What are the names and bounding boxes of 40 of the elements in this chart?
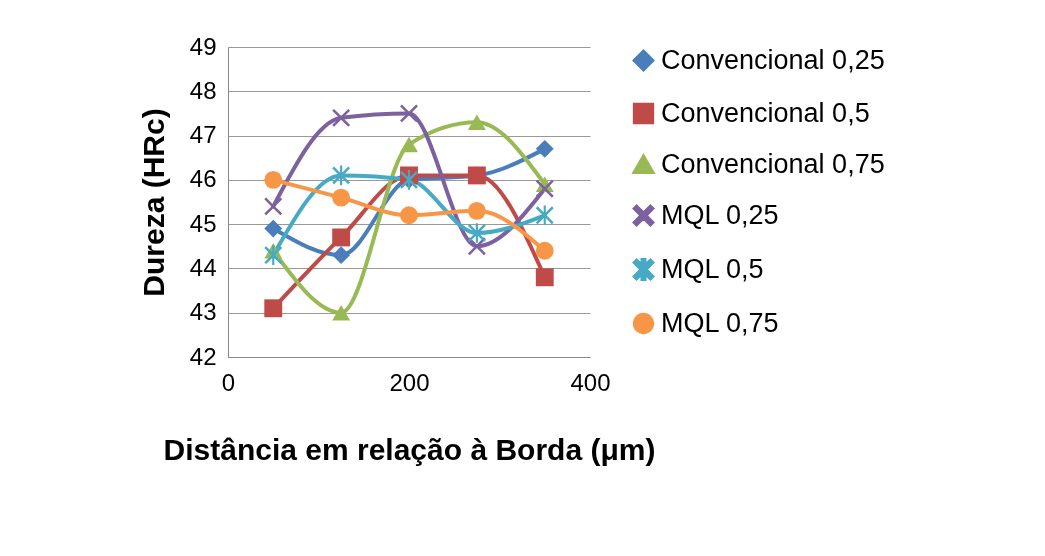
x-tick-label: 200: [389, 368, 430, 396]
point: [264, 170, 283, 189]
legend-label: Convencional 0,75: [661, 148, 885, 179]
point: [332, 228, 351, 247]
point: [400, 136, 418, 153]
y-tick-label: 48: [189, 76, 217, 104]
point: [535, 268, 554, 287]
point: [264, 299, 283, 318]
legend-label: MQL 0,5: [661, 253, 764, 284]
point: [332, 108, 351, 127]
x-axis-title: Distância em relação à Borda (μm): [163, 432, 656, 466]
y-tick-label: 42: [189, 342, 217, 370]
y-axis-title: Dureza (HRc): [136, 108, 170, 297]
point: [400, 206, 418, 225]
y-tick-label: 44: [189, 253, 217, 281]
y-tick-label: 43: [189, 298, 217, 326]
point: [535, 179, 554, 198]
point: [467, 201, 486, 220]
point: [332, 165, 351, 186]
legend-label: Convencional 0,5: [661, 97, 870, 128]
point: [264, 219, 283, 238]
point: [264, 245, 283, 265]
point: [535, 205, 554, 226]
x-tick-label: 0: [221, 368, 236, 396]
point: [264, 197, 283, 216]
point: [332, 188, 351, 207]
y-tick-label: 49: [189, 32, 217, 60]
legend-label: Convencional 0,25: [661, 44, 885, 75]
y-tick-label: 46: [189, 165, 217, 193]
legend-label: MQL 0,75: [661, 307, 779, 338]
y-tick-label: 45: [189, 209, 217, 237]
y-tick-label: 47: [189, 121, 217, 149]
x-tick-label: 400: [570, 368, 611, 396]
point: [332, 246, 351, 265]
legend-label: MQL 0,25: [661, 199, 779, 230]
point: [467, 114, 486, 131]
point: [400, 104, 418, 123]
point: [535, 139, 554, 158]
point: [535, 241, 554, 260]
point: [332, 304, 351, 321]
